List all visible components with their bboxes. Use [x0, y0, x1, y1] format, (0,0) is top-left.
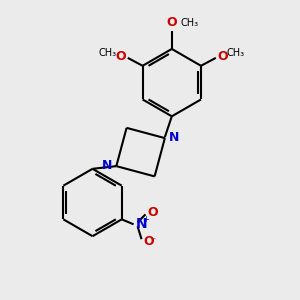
- Text: O: O: [218, 50, 228, 63]
- Text: CH₃: CH₃: [227, 48, 245, 58]
- Text: O: O: [143, 235, 154, 248]
- Text: N: N: [169, 130, 179, 144]
- Text: +: +: [142, 215, 149, 224]
- Text: N: N: [136, 217, 147, 231]
- Text: O: O: [167, 16, 177, 29]
- Text: O: O: [148, 206, 158, 219]
- Text: N: N: [102, 159, 112, 172]
- Text: ⁻: ⁻: [150, 236, 156, 246]
- Text: O: O: [115, 50, 126, 63]
- Text: CH₃: CH₃: [99, 48, 117, 58]
- Text: CH₃: CH₃: [181, 18, 199, 28]
